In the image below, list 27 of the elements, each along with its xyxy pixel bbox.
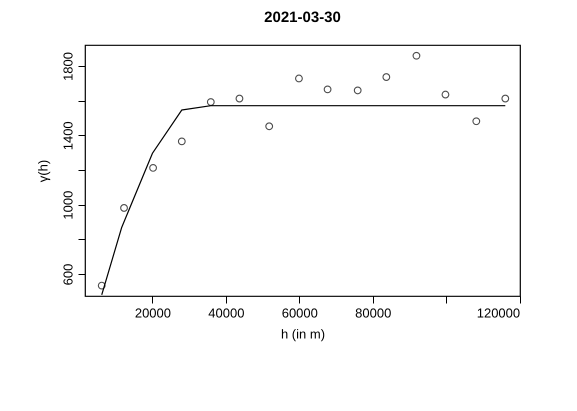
point (382, 73, 390, 81)
point (501, 94, 510, 102)
point (206, 98, 215, 106)
point (472, 117, 480, 126)
point (120, 204, 128, 212)
point (442, 90, 450, 98)
point (236, 94, 244, 102)
point (412, 52, 420, 60)
point (354, 86, 362, 94)
y-tick-label: 600 (60, 264, 76, 286)
point (295, 74, 303, 82)
y-axis-title: γ(h) (36, 160, 50, 182)
point (98, 282, 106, 290)
x-tick-label: 20000 (134, 306, 171, 320)
x-tick-label: 120000 (476, 306, 520, 320)
x-tick-label: 80000 (355, 306, 392, 320)
y-tick-label: 1800 (60, 52, 76, 81)
x-axis-title: h (in m) (280, 326, 326, 342)
y-tick-label: 1400 (60, 121, 76, 150)
x-tick-label: 40000 (208, 306, 244, 320)
point (324, 85, 332, 94)
chart-title: 2021-03-30 (264, 9, 341, 26)
point (178, 137, 186, 146)
point (149, 164, 157, 172)
point (265, 122, 274, 130)
y-tick-label: 1000 (60, 190, 76, 220)
x-tick-label: 60000 (282, 306, 318, 320)
